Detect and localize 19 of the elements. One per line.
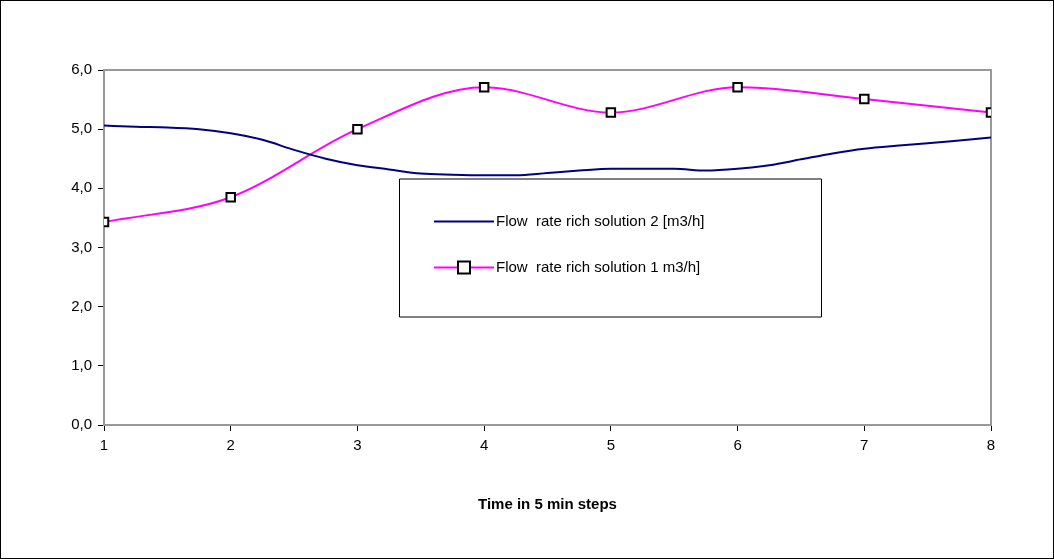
x-tick-label: 2 (226, 436, 235, 454)
x-tick-label: 8 (986, 436, 996, 454)
x-axis-title: Time in 5 min steps (478, 495, 617, 513)
x-tick-label: 4 (479, 436, 489, 454)
y-tick-label: 5,0 (71, 119, 92, 137)
y-tick-label: 0,0 (71, 415, 92, 433)
x-tick-label: 3 (353, 436, 362, 454)
y-tick-label: 1,0 (71, 355, 92, 373)
legend-label: Flow rate rich solution 1 m3/h] (496, 257, 701, 275)
x-tick-label: 7 (860, 436, 869, 454)
line-series (104, 124, 991, 177)
y-tick-label: 2,0 (71, 296, 92, 314)
legend-label: Flow rate rich solution 2 [m3/h] (496, 211, 705, 229)
x-tick-label: 5 (606, 436, 616, 454)
y-tick-label: 6,0 (71, 60, 92, 78)
x-tick-label: 1 (99, 436, 109, 454)
y-tick-label: 3,0 (71, 237, 92, 255)
x-tick-label: 6 (733, 436, 742, 454)
y-tick-label: 4,0 (71, 178, 92, 196)
